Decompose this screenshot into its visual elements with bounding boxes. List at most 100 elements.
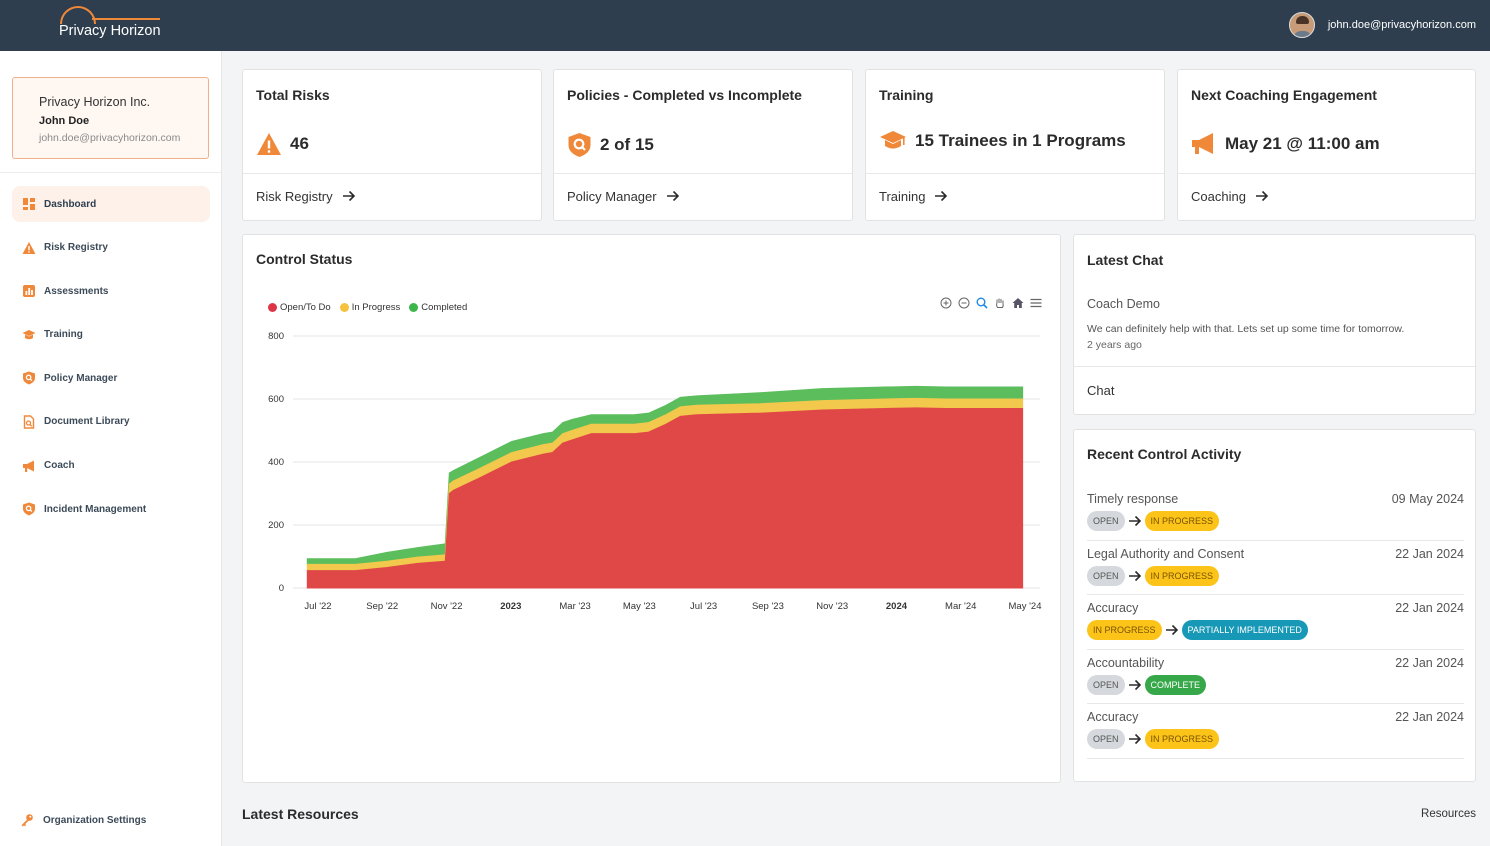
training-link[interactable]: Training: [866, 173, 1164, 220]
recent-activity-panel: Recent Control Activity Timely response …: [1073, 429, 1476, 782]
user-menu[interactable]: john.doe@privacyhorizon.com: [1288, 12, 1476, 38]
card-value: May 21 @ 11:00 am: [1191, 132, 1380, 156]
legend-item[interactable]: Completed: [409, 302, 467, 313]
brand-logo[interactable]: Privacy Horizon: [52, 4, 167, 46]
legend-item[interactable]: In Progress: [339, 302, 400, 313]
y-tick-label: 0: [279, 583, 284, 594]
org-card: Privacy Horizon Inc. John Doe john.doe@p…: [12, 77, 209, 159]
area-series-open-to-do[interactable]: [306, 407, 1024, 589]
activity-row[interactable]: Accuracy 22 Jan 2024 IN PROGRESS PARTIAL…: [1087, 595, 1464, 650]
user-email[interactable]: john.doe@privacyhorizon.com: [1327, 19, 1476, 31]
activity-date: 22 Jan 2024: [1395, 601, 1464, 616]
card-link-label: Policy Manager: [567, 189, 657, 204]
card-title: Total Risks: [256, 87, 330, 103]
status-badge: OPEN: [1087, 729, 1125, 750]
activity-row[interactable]: Timely response 09 May 2024 OPEN IN PROG…: [1087, 486, 1464, 541]
arrow-right-icon: [1128, 679, 1141, 690]
sidebar-item-training[interactable]: Training: [12, 317, 210, 353]
control-name: Accountability: [1087, 655, 1165, 670]
card-title: Policies - Completed vs Incomplete: [567, 87, 802, 103]
document-search-icon: [22, 415, 36, 429]
status-badge: IN PROGRESS: [1087, 620, 1162, 641]
status-badge: IN PROGRESS: [1144, 511, 1220, 531]
sidebar-item-incident-management[interactable]: Incident Management: [12, 491, 210, 527]
zoom-in-icon[interactable]: [940, 297, 952, 309]
top-bar: Privacy Horizon john.doe@privacyhorizon.…: [0, 0, 1490, 51]
card-title: Training: [879, 87, 934, 103]
activity-row[interactable]: Accountability 22 Jan 2024 OPEN COMPLETE: [1087, 650, 1464, 705]
activity-date: 22 Jan 2024: [1395, 546, 1464, 561]
zoom-out-icon[interactable]: [958, 297, 970, 309]
risk-registry-link[interactable]: Risk Registry: [243, 173, 541, 220]
legend-item[interactable]: Open/To Do: [268, 302, 331, 313]
arrow-right-icon: [1128, 734, 1141, 745]
avatar[interactable]: [1288, 12, 1315, 38]
resources-link[interactable]: Resources: [1421, 808, 1476, 820]
coaching-value: May 21 @ 11:00 am: [1225, 134, 1380, 153]
card-link-label: Training: [879, 189, 926, 204]
legend-dot: [268, 303, 277, 312]
control-name: Timely response: [1087, 492, 1179, 506]
chat-author: Coach Demo: [1087, 297, 1160, 311]
status-badge: IN PROGRESS: [1144, 565, 1220, 586]
status-badge: PARTIALLY IMPLEMENTED: [1181, 620, 1308, 641]
coaching-link[interactable]: Coaching: [1178, 173, 1475, 220]
sidebar-item-policy-manager[interactable]: Policy Manager: [12, 360, 210, 396]
x-tick-label: Jul '22: [304, 601, 331, 612]
home-icon[interactable]: [1012, 297, 1024, 309]
card-value: 2 of 15: [567, 132, 654, 158]
x-tick-label: Sep '23: [752, 601, 784, 612]
activity-row[interactable]: Legal Authority and Consent 22 Jan 2024 …: [1087, 541, 1464, 596]
policies-card: Policies - Completed vs Incomplete 2 of …: [553, 69, 853, 221]
total-risks-card: Total Risks 46 Risk Registry: [242, 69, 542, 221]
total-risks-value: 46: [290, 134, 309, 153]
x-tick-label: Nov '23: [816, 601, 848, 612]
org-user-email: john.doe@privacyhorizon.com: [39, 132, 181, 144]
shield-search-icon: [568, 133, 591, 157]
bar-chart-icon: [22, 284, 36, 298]
status-badge: COMPLETE: [1144, 674, 1207, 695]
sidebar-item-assessments[interactable]: Assessments: [12, 273, 210, 309]
magnifier-icon[interactable]: [976, 297, 988, 309]
x-tick-label: Jul '23: [690, 601, 717, 612]
status-badge: OPEN: [1087, 674, 1125, 695]
organization-settings-label: Organization Settings: [43, 814, 147, 826]
card-title: Next Coaching Engagement: [1191, 87, 1377, 103]
sidebar-item-document-library[interactable]: Document Library: [12, 404, 210, 440]
sidebar-item-organization-settings[interactable]: Organization Settings: [20, 813, 146, 827]
chat-link[interactable]: Chat: [1074, 366, 1475, 398]
status-change: OPEN IN PROGRESS: [1087, 565, 1220, 586]
sidebar-item-risk-registry[interactable]: Risk Registry: [12, 230, 210, 266]
legend-dot: [339, 303, 349, 312]
logo-line: [92, 18, 160, 20]
menu-icon[interactable]: [1030, 297, 1042, 309]
pan-hand-icon[interactable]: [994, 297, 1006, 309]
status-badge: OPEN: [1087, 565, 1125, 586]
status-change: OPEN COMPLETE: [1087, 674, 1207, 695]
arrow-right-icon: [342, 190, 355, 202]
status-change: OPEN IN PROGRESS: [1087, 729, 1220, 750]
status-badge: OPEN: [1087, 511, 1125, 531]
control-name: Legal Authority and Consent: [1087, 546, 1245, 561]
control-status-chart[interactable]: 0 200 400 600 800 Jul '22 Sep '22 Nov '22 2023 Ma…: [243, 320, 1060, 620]
policy-manager-link[interactable]: Policy Manager: [554, 173, 852, 220]
legend-dot: [409, 303, 419, 312]
sidebar-item-coach[interactable]: Coach: [12, 448, 210, 484]
control-name: Accuracy: [1087, 601, 1139, 616]
activity-row[interactable]: Accuracy 22 Jan 2024 OPEN IN PROGRESS: [1087, 704, 1464, 759]
sidebar-item-label: Assessments: [44, 285, 109, 297]
org-user-name: John Doe: [39, 115, 90, 127]
sidebar-item-label: Risk Registry: [44, 242, 108, 254]
sidebar-item-dashboard[interactable]: Dashboard: [12, 186, 210, 222]
arrow-right-icon: [666, 190, 679, 202]
y-tick-label: 400: [268, 457, 284, 468]
chart-legend: Open/To Do In Progress Completed: [268, 302, 467, 313]
sidebar-item-label: Dashboard: [44, 198, 97, 210]
x-tick-label: Mar '23: [559, 601, 590, 612]
panel-title: Latest Chat: [1087, 252, 1164, 268]
sidebar: Privacy Horizon Inc. John Doe john.doe@p…: [0, 51, 222, 846]
warning-icon: [22, 241, 36, 255]
activity-date: 09 May 2024: [1391, 492, 1464, 506]
status-change: OPEN IN PROGRESS: [1087, 511, 1220, 531]
x-tick-label: Nov '22: [431, 601, 463, 612]
